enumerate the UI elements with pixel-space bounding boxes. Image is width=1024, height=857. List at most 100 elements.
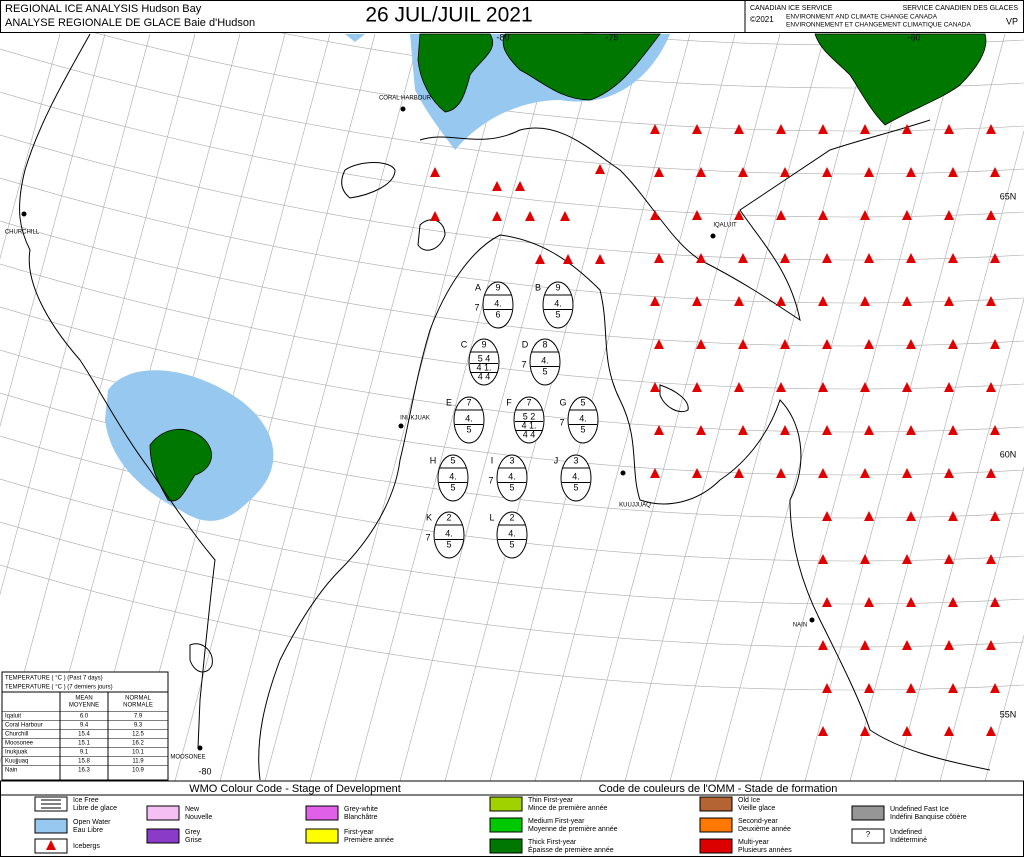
- egg-row: 4.: [541, 355, 549, 365]
- egg-label: L: [489, 512, 494, 522]
- iceberg: [818, 554, 828, 564]
- open-water: [345, 34, 365, 42]
- island: [417, 219, 446, 251]
- iceberg: [902, 296, 912, 306]
- egg-row: 5: [509, 539, 514, 549]
- egg-oval: [529, 338, 561, 386]
- legend-swatch: [146, 828, 180, 844]
- egg-concentration: 7: [466, 397, 471, 407]
- legend-swatch: [851, 828, 885, 844]
- grid-label: -80: [496, 32, 509, 42]
- meridian: [759, 33, 961, 782]
- iceberg: [650, 296, 660, 306]
- meridian: [534, 33, 736, 782]
- iceberg: [864, 167, 874, 177]
- egg-concentration: 3: [509, 455, 514, 465]
- iceberg: [906, 253, 916, 263]
- dept-en: ENVIRONMENT AND CLIMATE CHANGE CANADA: [786, 14, 938, 21]
- iceberg: [654, 425, 664, 435]
- iceberg: [734, 210, 744, 220]
- legend-swatch: [851, 805, 885, 821]
- egg-concentration: 2: [509, 512, 514, 522]
- parallel: [0, 91, 1024, 218]
- egg-label: G: [559, 397, 566, 407]
- iceberg: [944, 726, 954, 736]
- egg-label: E: [446, 397, 452, 407]
- iceberg: [492, 211, 502, 221]
- egg-concentration: 5: [580, 397, 585, 407]
- iceberg: [822, 425, 832, 435]
- egg-row: 4.: [554, 298, 562, 308]
- egg-row: 5 4: [478, 353, 491, 363]
- legend-swatch: [146, 805, 180, 821]
- iceberg: [944, 554, 954, 564]
- iceberg: [948, 683, 958, 693]
- egg-row: 4 1.: [521, 420, 536, 430]
- legend-swatch: [489, 838, 523, 854]
- grid-label: -80: [198, 766, 211, 776]
- iceberg: [948, 425, 958, 435]
- meridian: [939, 466, 1024, 782]
- table-value: 6.0: [80, 714, 89, 720]
- egg-row: 4.: [572, 471, 580, 481]
- iceberg: [734, 468, 744, 478]
- iceberg: [696, 425, 706, 435]
- iceberg: [990, 683, 1000, 693]
- legend-swatch: [699, 817, 733, 833]
- iceberg: [818, 640, 828, 650]
- egg-oval: [567, 396, 599, 444]
- iceberg: [822, 511, 832, 521]
- egg-label: K: [426, 512, 432, 522]
- iceberg: [560, 211, 570, 221]
- egg-label: D: [522, 339, 529, 349]
- meridian: [399, 33, 601, 782]
- iceberg: [906, 597, 916, 607]
- meridian: [669, 33, 871, 782]
- egg-label: C: [461, 339, 468, 349]
- iceberg: [860, 554, 870, 564]
- meridian: [894, 298, 1024, 782]
- iceberg: [535, 254, 545, 264]
- legend-label-fr: Plusieurs années: [738, 847, 792, 854]
- iceberg: [818, 296, 828, 306]
- legend-swatch: [699, 796, 733, 812]
- meridian: [354, 33, 556, 782]
- legend-swatch: [34, 818, 68, 834]
- iceberg: [692, 296, 702, 306]
- iceberg: [563, 254, 573, 264]
- places: CORAL HARBOUR CHURCHILL IQALUIT INUKJUAK KUU…: [5, 96, 815, 761]
- legend-swatch: [305, 828, 339, 844]
- legend-label-en: Undefined Fast Ice: [890, 806, 949, 813]
- iceberg: [944, 210, 954, 220]
- egg-row: 5: [466, 424, 471, 434]
- table-value: 10.1: [132, 750, 144, 756]
- iceberg: [692, 382, 702, 392]
- iceberg: [776, 124, 786, 134]
- iceberg: [776, 382, 786, 392]
- egg-left: 7: [474, 302, 479, 312]
- meridian: [309, 33, 511, 782]
- iceberg: [595, 254, 605, 264]
- meridian: [714, 33, 916, 782]
- iceberg: [944, 382, 954, 392]
- table-value: 15.8: [78, 759, 90, 765]
- iceberg: [948, 253, 958, 263]
- legend-label-en: Grey-white: [344, 806, 378, 813]
- iceberg: [860, 468, 870, 478]
- egg-row: 5: [573, 482, 578, 492]
- egg-row: 5: [542, 366, 547, 376]
- legend-label-en: Medium First-year: [528, 818, 585, 825]
- grid-labels: -80 -75 -60 65N 60N 55N -80: [198, 32, 1016, 776]
- meridian: [0, 33, 61, 260]
- iceberg: [860, 640, 870, 650]
- iceberg: [902, 726, 912, 736]
- iceberg: [692, 468, 702, 478]
- legend-label-en: Ice Free: [73, 797, 99, 804]
- iceberg: [780, 167, 790, 177]
- place-name: MOOSONEE: [170, 755, 205, 761]
- title-fr: ANALYSE REGIONALE DE GLACE Baie d'Hudson: [5, 17, 255, 29]
- iceberg: [525, 211, 535, 221]
- iceberg: [990, 167, 1000, 177]
- parallel: [0, 521, 1024, 648]
